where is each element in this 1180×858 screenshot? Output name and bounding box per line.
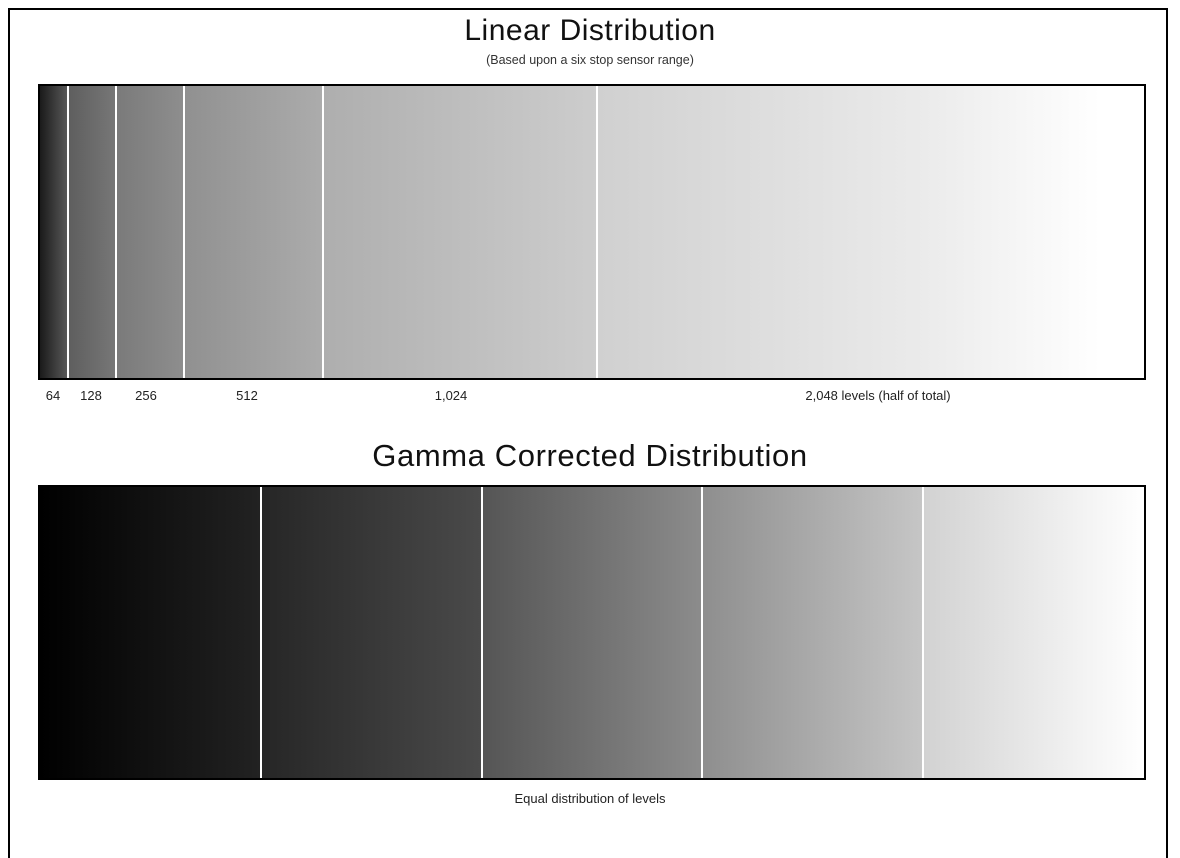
gamma-segment-3	[481, 487, 703, 778]
gamma-divider	[701, 487, 704, 778]
linear-divider	[182, 86, 185, 378]
linear-segment-256	[115, 86, 184, 378]
gamma-divider	[259, 487, 262, 778]
gamma-gradient-bar	[38, 485, 1146, 780]
linear-divider	[114, 86, 117, 378]
gamma-segment-2	[260, 487, 482, 778]
linear-subtitle: (Based upon a six stop sensor range)	[486, 53, 694, 67]
gamma-caption: Equal distribution of levels	[514, 791, 666, 806]
gamma-divider	[480, 487, 483, 778]
linear-segment-128	[68, 86, 116, 378]
linear-segment-2048	[597, 86, 1144, 378]
gamma-title: Gamma Corrected Distribution	[372, 438, 808, 473]
gamma-segment-1	[40, 487, 261, 778]
linear-divider	[596, 86, 599, 378]
linear-label-256: 256	[135, 388, 157, 403]
linear-segment-1024	[322, 86, 598, 378]
linear-divider	[321, 86, 324, 378]
linear-title: Linear Distribution	[464, 14, 716, 47]
linear-label-1024: 1,024	[434, 388, 468, 403]
linear-label-128: 128	[80, 388, 102, 403]
linear-label-512: 512	[236, 388, 258, 403]
figure-frame	[8, 8, 1168, 858]
linear-label-64: 64	[45, 388, 61, 403]
linear-label-2048: 2,048 levels (half of total)	[805, 388, 951, 403]
linear-gradient-bar	[38, 84, 1146, 380]
linear-segment-512	[183, 86, 323, 378]
linear-divider	[67, 86, 70, 378]
gamma-divider	[922, 487, 925, 778]
linear-segment-64	[40, 86, 69, 378]
gamma-segment-4	[702, 487, 924, 778]
gamma-segment-5	[923, 487, 1144, 778]
